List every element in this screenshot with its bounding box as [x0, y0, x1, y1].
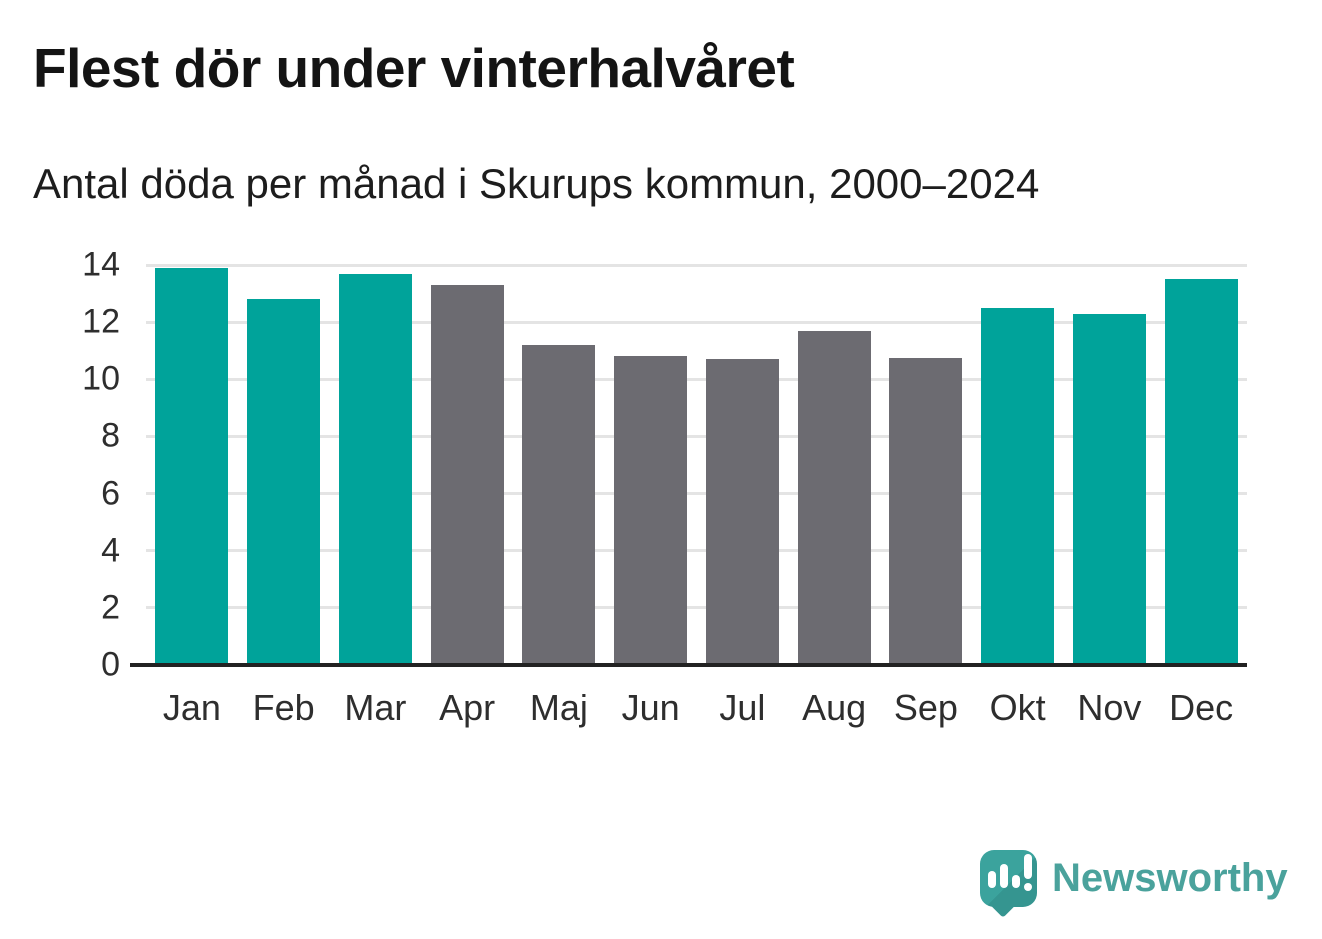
bar-feb: [247, 299, 321, 665]
logo-exclamation-dot-icon: [1024, 883, 1032, 891]
bar-nov: [1072, 313, 1146, 665]
x-axis-tick-label: Jun: [621, 687, 680, 728]
gridline: [146, 320, 1247, 324]
chart-title: Flest dör under vinterhalvåret: [33, 37, 795, 99]
brand-wordmark: Newsworthy: [1052, 856, 1288, 900]
newsworthy-logo: Newsworthy: [980, 848, 1310, 920]
y-axis-tick-label: 2: [101, 588, 120, 627]
y-axis-tick-label: 14: [82, 245, 120, 284]
y-axis-tick-label: 12: [82, 302, 120, 341]
bar-chart-plot: 0 2 4 6 8 10 12 14 Jan Feb Mar Apr Maj Jun Jul Aug Sep Ok…: [82, 246, 1247, 728]
logo-bar-icon: [988, 871, 996, 888]
gridline: [146, 492, 1247, 496]
bar-mar: [338, 273, 412, 665]
y-axis-tick-label: 4: [101, 531, 120, 570]
logo-bar-icon: [1012, 875, 1020, 888]
y-axis-tick-label: 6: [101, 474, 120, 513]
gridline: [146, 606, 1247, 610]
bar-sep: [889, 357, 963, 665]
bar-jan: [155, 267, 229, 665]
x-axis-tick-label: Apr: [439, 687, 496, 728]
x-axis-tick-label: Feb: [252, 687, 315, 728]
x-axis-line: [130, 663, 1247, 667]
x-axis-tick-label: Aug: [802, 687, 867, 728]
x-axis-tick-label: Maj: [529, 687, 588, 728]
x-axis-tick-label: Nov: [1077, 687, 1142, 728]
logo-exclamation-icon: [1024, 854, 1032, 879]
bar-aug: [797, 330, 871, 665]
chart-subtitle: Antal döda per månad i Skurups kommun, 2…: [33, 160, 1040, 207]
x-axis-tick-label: Dec: [1169, 687, 1234, 728]
x-axis-tick-label: Jul: [719, 687, 766, 728]
bar-maj: [522, 345, 596, 665]
y-axis-tick-label: 0: [101, 645, 120, 684]
bar-jul: [705, 359, 779, 665]
x-axis-tick-label: Sep: [893, 687, 958, 728]
x-axis-tick-label: Mar: [344, 687, 407, 728]
bar-dec: [1164, 279, 1238, 665]
bar-jun: [614, 356, 688, 665]
y-axis-tick-label: 8: [101, 416, 120, 455]
x-axis-tick-label: Okt: [989, 687, 1046, 728]
gridline: [146, 377, 1247, 381]
gridline: [146, 263, 1247, 267]
bar-apr: [430, 285, 504, 665]
gridline: [146, 434, 1247, 438]
gridline: [146, 549, 1247, 553]
x-axis-tick-label: Jan: [162, 687, 221, 728]
y-axis-tick-label: 10: [82, 359, 120, 398]
bar-okt: [981, 307, 1055, 665]
logo-bar-icon: [1000, 864, 1008, 888]
